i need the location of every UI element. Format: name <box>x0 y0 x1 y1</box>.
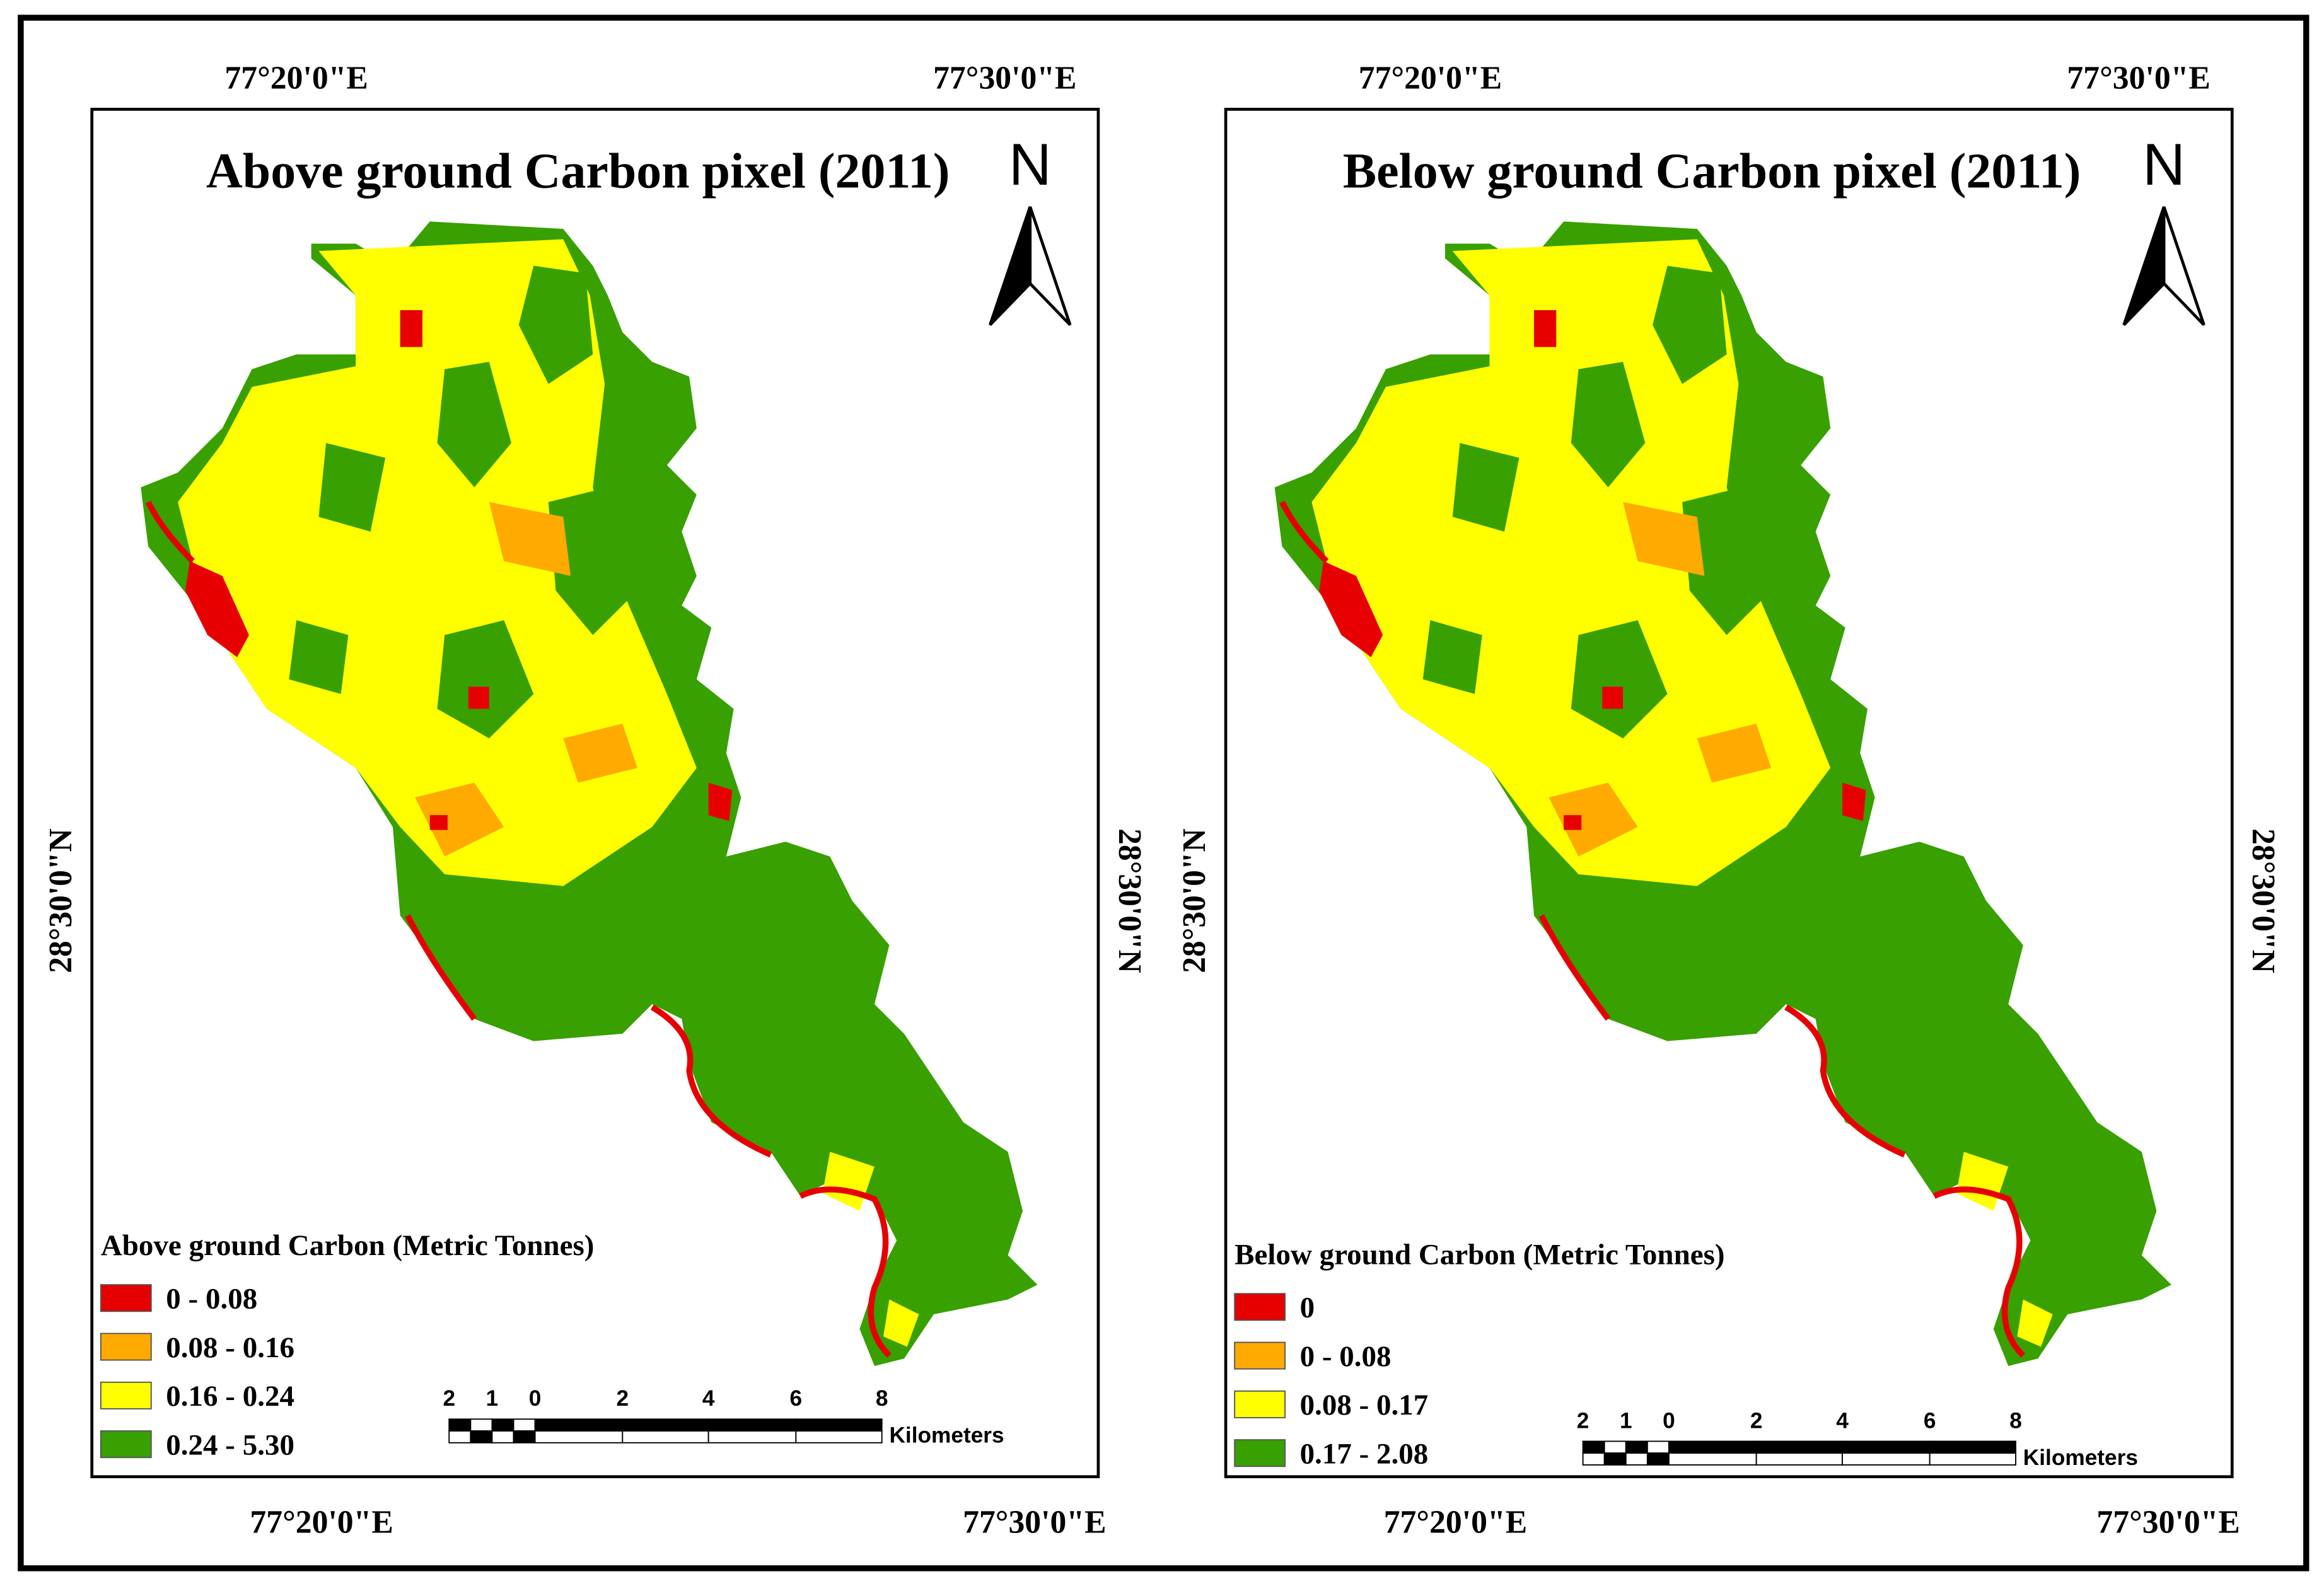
scale-tick-label: 2 <box>617 1386 629 1411</box>
scale-segment <box>534 1430 624 1444</box>
scale-segment <box>1646 1452 1670 1466</box>
scale-tick-label: 2 <box>1750 1408 1763 1433</box>
north-arrow <box>2122 206 2166 327</box>
scale-tick-label: 8 <box>876 1386 888 1411</box>
scale-segment <box>1582 1452 1605 1466</box>
scale-segment <box>1929 1440 2016 1454</box>
legend-swatch <box>100 1284 152 1312</box>
legend-label: 0.08 - 0.17 <box>1300 1389 1429 1421</box>
coord-label: 77°30'0"E <box>2096 1505 2240 1541</box>
map-panel: Above ground Carbon pixel (2011) 77°20'0"… <box>43 61 1147 1541</box>
scale-segment <box>1603 1452 1627 1466</box>
scale-tick-label: 1 <box>1620 1408 1632 1433</box>
scale-segment <box>1646 1440 1670 1454</box>
scale-tick-label: 0 <box>529 1386 542 1411</box>
legend-label: 0 - 0.08 <box>1300 1340 1391 1373</box>
scale-tick-label: 6 <box>790 1386 803 1411</box>
scale-tick-label: 2 <box>1577 1408 1589 1433</box>
legend-swatch <box>1234 1439 1286 1467</box>
coord-label: 77°30'0"E <box>963 1505 1106 1541</box>
scale-segment <box>707 1430 797 1444</box>
scale-tick-label: 1 <box>486 1386 499 1411</box>
scale-segment <box>1755 1440 1843 1454</box>
scale-segment <box>513 1430 536 1444</box>
carbon-map <box>141 221 1038 1366</box>
coord-label: 28°30'0"N <box>1112 828 1147 973</box>
scale-segment <box>491 1430 514 1444</box>
scale-segment <box>1842 1440 1931 1454</box>
scale-segment <box>622 1418 709 1432</box>
north-arrow <box>1028 206 1072 327</box>
coord-label: 77°30'0"E <box>2067 61 2210 96</box>
coord-label: 28°30'0"N <box>1177 828 1212 973</box>
legend-label: 0.17 - 2.08 <box>1300 1438 1429 1471</box>
legend-swatch <box>100 1381 152 1409</box>
scale-segment <box>534 1418 624 1432</box>
scale-segment <box>1929 1452 2016 1466</box>
scale-segment <box>513 1418 536 1432</box>
coord-label: 77°30'0"E <box>933 61 1076 96</box>
scale-segment <box>1755 1452 1843 1466</box>
legend-label: 0 - 0.08 <box>166 1283 257 1316</box>
coord-label: 77°20'0"E <box>1359 61 1502 96</box>
scale-segment <box>1842 1452 1931 1466</box>
legend-swatch <box>1234 1341 1286 1370</box>
scale-segment <box>795 1418 883 1432</box>
legend-swatch <box>100 1333 152 1361</box>
legend-swatch <box>100 1430 152 1459</box>
coord-label: 28°30'0"N <box>2245 828 2281 973</box>
scale-tick-label: 2 <box>443 1386 455 1411</box>
scale-segment <box>622 1430 709 1444</box>
north-arrow <box>989 206 1032 327</box>
scale-tick-label: 6 <box>1924 1408 1936 1433</box>
legend-label: 0 <box>1300 1292 1315 1324</box>
carbon-map <box>1274 221 2171 1366</box>
coord-label: 77°20'0"E <box>224 61 368 96</box>
map-title: Below ground Carbon pixel (2011) <box>1343 144 2081 199</box>
scale-segment <box>707 1418 797 1432</box>
map-panel: Below ground Carbon pixel (2011) 77°20'0"… <box>1177 61 2281 1541</box>
scale-segment <box>470 1430 493 1444</box>
legend-label: 0.08 - 0.16 <box>166 1331 294 1364</box>
north-label: N <box>1009 131 1052 197</box>
coord-label: 28°30'0"N <box>43 828 79 973</box>
scale-unit: Kilometers <box>889 1423 1004 1448</box>
scale-segment <box>1625 1452 1648 1466</box>
outer-border <box>18 14 2309 1572</box>
scale-segment <box>448 1418 472 1432</box>
legend-title: Below ground Carbon (Metric Tonnes) <box>1235 1238 1724 1271</box>
map-title: Above ground Carbon pixel (2011) <box>206 144 950 199</box>
scale-unit: Kilometers <box>2023 1445 2138 1470</box>
legend-title: Above ground Carbon (Metric Tonnes) <box>101 1229 595 1262</box>
scale-segment <box>1668 1440 1757 1454</box>
scale-segment <box>1582 1440 1605 1454</box>
north-arrow <box>2162 206 2205 327</box>
scale-tick-label: 8 <box>2009 1408 2022 1433</box>
legend-swatch <box>1234 1390 1286 1418</box>
map-frame <box>1224 108 2234 1478</box>
scale-segment <box>448 1430 472 1444</box>
scale-segment <box>470 1418 493 1432</box>
map-frame <box>90 108 1100 1478</box>
scale-tick-label: 0 <box>1663 1408 1675 1433</box>
scale-segment <box>491 1418 514 1432</box>
coord-label: 77°20'0"E <box>250 1505 393 1541</box>
scale-segment <box>1625 1440 1648 1454</box>
scale-tick-label: 4 <box>1836 1408 1849 1433</box>
scale-segment <box>1603 1440 1627 1454</box>
scale-segment <box>795 1430 883 1444</box>
coord-label: 77°20'0"E <box>1384 1505 1527 1541</box>
scale-segment <box>1668 1452 1757 1466</box>
legend-swatch <box>1234 1293 1286 1321</box>
legend-label: 0.16 - 0.24 <box>166 1380 294 1413</box>
legend-label: 0.24 - 5.30 <box>166 1429 294 1462</box>
scale-tick-label: 4 <box>702 1386 715 1411</box>
north-label: N <box>2142 131 2185 197</box>
